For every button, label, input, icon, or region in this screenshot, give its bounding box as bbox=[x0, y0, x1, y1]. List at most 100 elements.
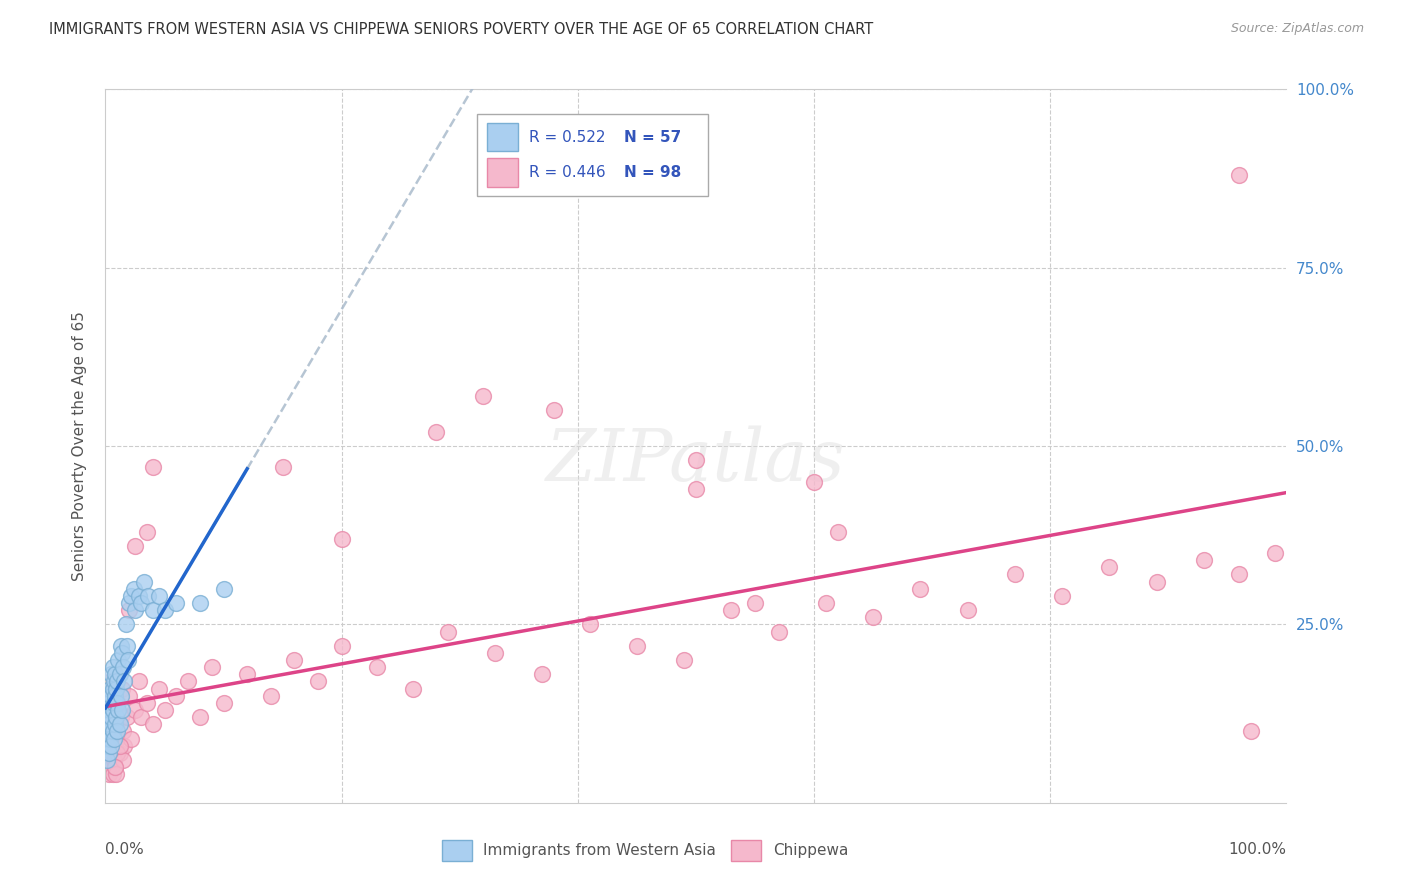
Point bbox=[124, 603, 146, 617]
Point bbox=[105, 681, 128, 696]
Y-axis label: Seniors Poverty Over the Age of 65: Seniors Poverty Over the Age of 65 bbox=[72, 311, 87, 581]
Point bbox=[105, 767, 128, 781]
Point bbox=[543, 403, 565, 417]
Point bbox=[98, 696, 121, 710]
Point bbox=[437, 624, 460, 639]
Point bbox=[283, 653, 305, 667]
Point bbox=[98, 710, 121, 724]
Point bbox=[153, 603, 176, 617]
Point bbox=[148, 589, 170, 603]
Point bbox=[685, 453, 707, 467]
Point bbox=[129, 596, 152, 610]
Point bbox=[103, 696, 125, 710]
Point bbox=[134, 574, 156, 589]
Point bbox=[118, 689, 141, 703]
Point bbox=[165, 689, 187, 703]
Point bbox=[104, 667, 127, 681]
Point bbox=[98, 746, 121, 760]
Point bbox=[110, 689, 132, 703]
Point bbox=[96, 717, 118, 731]
Point bbox=[103, 696, 125, 710]
FancyBboxPatch shape bbox=[486, 123, 517, 152]
Point bbox=[115, 639, 138, 653]
Point bbox=[111, 646, 134, 660]
FancyBboxPatch shape bbox=[731, 840, 761, 862]
Point bbox=[100, 667, 122, 681]
Point bbox=[104, 689, 127, 703]
Point bbox=[212, 696, 235, 710]
Point bbox=[103, 731, 125, 746]
Point bbox=[136, 589, 159, 603]
Point bbox=[101, 681, 124, 696]
Point bbox=[100, 731, 122, 746]
Point bbox=[118, 596, 141, 610]
Point bbox=[117, 653, 139, 667]
Point bbox=[188, 596, 211, 610]
Point bbox=[115, 710, 138, 724]
Text: Chippewa: Chippewa bbox=[773, 843, 848, 858]
Point bbox=[100, 760, 122, 774]
FancyBboxPatch shape bbox=[486, 159, 517, 187]
Point bbox=[98, 724, 121, 739]
Point bbox=[120, 731, 142, 746]
Point bbox=[112, 660, 135, 674]
Point bbox=[104, 760, 127, 774]
Text: R = 0.522: R = 0.522 bbox=[530, 129, 606, 145]
Point bbox=[96, 724, 118, 739]
Point bbox=[103, 753, 125, 767]
Point bbox=[135, 696, 157, 710]
Point bbox=[1227, 567, 1250, 582]
Text: ZIPatlas: ZIPatlas bbox=[546, 425, 846, 496]
Point bbox=[768, 624, 790, 639]
Point bbox=[100, 689, 122, 703]
Point bbox=[100, 703, 122, 717]
Point bbox=[153, 703, 176, 717]
Point bbox=[1004, 567, 1026, 582]
Point bbox=[97, 731, 120, 746]
Point bbox=[96, 746, 118, 760]
Point bbox=[531, 667, 554, 681]
Point bbox=[101, 767, 124, 781]
Point bbox=[956, 603, 979, 617]
Point bbox=[97, 710, 120, 724]
Point bbox=[112, 739, 135, 753]
Text: 0.0%: 0.0% bbox=[105, 842, 145, 857]
Point bbox=[98, 731, 121, 746]
Point bbox=[827, 524, 849, 539]
FancyBboxPatch shape bbox=[478, 114, 707, 196]
Text: Immigrants from Western Asia: Immigrants from Western Asia bbox=[484, 843, 716, 858]
Point bbox=[96, 753, 118, 767]
Point bbox=[165, 596, 187, 610]
Point bbox=[910, 582, 932, 596]
Point bbox=[129, 710, 152, 724]
Point bbox=[110, 639, 132, 653]
Point bbox=[673, 653, 696, 667]
Point bbox=[108, 746, 131, 760]
Point bbox=[97, 739, 120, 753]
Point bbox=[1146, 574, 1168, 589]
Point bbox=[578, 617, 600, 632]
Point bbox=[98, 696, 121, 710]
Point bbox=[101, 746, 124, 760]
Point bbox=[105, 724, 128, 739]
Point bbox=[100, 710, 122, 724]
Point bbox=[271, 460, 294, 475]
Point bbox=[100, 739, 122, 753]
Point bbox=[114, 617, 136, 632]
Point bbox=[98, 681, 121, 696]
Point bbox=[128, 589, 150, 603]
Point bbox=[105, 674, 128, 689]
Point bbox=[135, 524, 157, 539]
Point bbox=[330, 532, 353, 546]
Point bbox=[472, 389, 495, 403]
Point bbox=[108, 717, 131, 731]
Point bbox=[101, 681, 124, 696]
Point bbox=[124, 703, 146, 717]
Point bbox=[110, 710, 132, 724]
Point bbox=[626, 639, 648, 653]
Text: N = 98: N = 98 bbox=[624, 165, 681, 180]
Point bbox=[104, 717, 127, 731]
Point bbox=[108, 667, 131, 681]
Point bbox=[101, 703, 124, 717]
Point bbox=[97, 703, 120, 717]
